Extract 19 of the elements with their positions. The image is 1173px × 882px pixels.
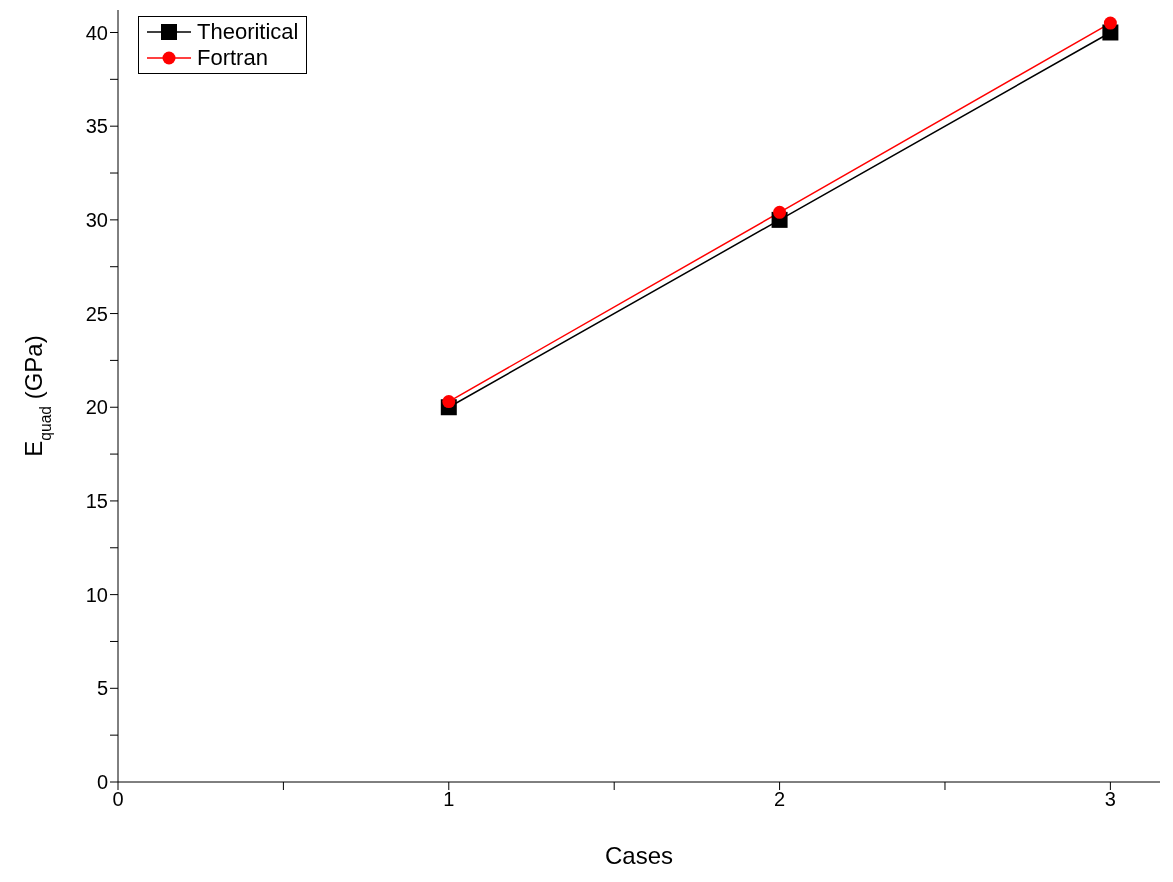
legend-label: Fortran [197,45,268,71]
point [442,395,456,409]
y-tick-label: 5 [96,677,108,700]
y-tick-label: 10 [85,583,108,606]
y-tick-label: 15 [85,490,108,513]
y-tick-label: 20 [85,396,108,419]
legend-label: Theoritical [197,19,299,45]
y-tick-label: 35 [85,115,108,138]
y-tick-label: 40 [85,21,108,44]
point [773,205,787,219]
x-axis-title: Cases [604,842,674,869]
x-tick-label: 2 [774,788,786,811]
x-tick-label: 3 [1104,788,1116,811]
y-tick-label: 0 [96,771,108,794]
x-tick-label: 1 [443,788,455,811]
y-tick-label: 25 [85,302,108,325]
y-tick-label: 30 [85,208,108,231]
point [1103,16,1117,30]
x-tick-label: 0 [112,788,124,811]
